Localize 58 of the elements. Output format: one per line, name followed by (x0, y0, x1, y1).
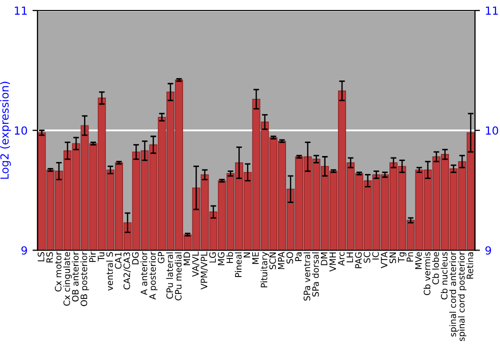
x-tick-label: Cb vermis (424, 252, 430, 296)
x-tick-label: Pn (406, 252, 414, 262)
x-tick-label: IC (372, 252, 379, 260)
x-tick-label: N (244, 252, 250, 258)
x-tick-label: VA/VL (192, 252, 200, 277)
x-tick-label: Cx cingulate (63, 252, 72, 306)
x-tick-label: A posterior (149, 252, 158, 300)
x-tick-label: Retina (466, 252, 474, 279)
x-tick-label: SCN (269, 252, 276, 270)
x-tick-label: MPA (278, 252, 284, 270)
x-tick-label: GP (158, 252, 164, 264)
y-tick-label: 9 (21, 246, 27, 255)
y2-tick-label: 9 (485, 246, 492, 255)
x-tick-label: MG (218, 252, 224, 266)
x-tick-label: SPa dorsal (312, 252, 319, 296)
x-tick-label: DM (320, 252, 328, 266)
x-tick-label: Pineal (234, 252, 242, 278)
x-tick-label: Arc (338, 252, 345, 266)
x-tick-label: LH (346, 252, 354, 262)
x-tick-label: PAG (355, 252, 362, 268)
x-tick-label: Pa (295, 252, 302, 262)
y-tick-label: 11 (14, 6, 27, 15)
x-tick-label: Pituitary (260, 252, 270, 288)
x-tick-label: spinal cord anterior (449, 252, 458, 336)
x-tick-label: MD (184, 252, 190, 266)
x-tick-label: SN (389, 252, 396, 264)
x-tick-label: Tu (98, 252, 104, 262)
y2-tick-label: 10 (486, 126, 498, 135)
x-tick-label: LG (209, 252, 216, 262)
x-tick-label: DG (132, 252, 139, 264)
x-tick-label: Hb (226, 252, 234, 263)
x-tick-label: LS (38, 252, 44, 262)
x-tick-label: Cb nucleus (440, 252, 448, 300)
x-tick-label: VPM/VPL (200, 252, 208, 290)
x-tick-label: CA1 (114, 252, 122, 269)
x-tick-label: Cb lobe (432, 252, 439, 284)
x-tick-label: spinal cord posterior (458, 252, 466, 342)
x-tick-label: SC (364, 252, 370, 263)
x-tick-label: ventral S (106, 252, 113, 291)
x-tick-label: VTA (380, 252, 388, 268)
x-tick-label: ME (252, 252, 259, 264)
x-tick-label: A anterior (140, 252, 148, 296)
x-tick-label: Pir (89, 252, 96, 262)
x-tick-label: VMH (329, 252, 336, 272)
x-tick-label: OB posterior (80, 252, 89, 306)
x-tick-label: MVe (415, 252, 422, 270)
x-tick-label: Tg (398, 252, 406, 263)
x-tick-label: SPa ventral (303, 252, 310, 301)
x-tick-label: SO (286, 252, 294, 264)
y-tick-label: 10 (14, 126, 28, 135)
y-axis-title: Log2 (expression) (0, 82, 11, 179)
y2-tick-label: 11 (486, 6, 498, 15)
x-tick-label: RS (46, 252, 53, 262)
x-tick-label: CPu medial (174, 252, 182, 300)
x-tick-label: CPu lateral (166, 252, 174, 299)
x-tick-label: CA2/CA3 (123, 252, 131, 290)
x-tick-label: OB anterior (72, 252, 79, 302)
x-tick-label: Cx motor (54, 252, 62, 292)
